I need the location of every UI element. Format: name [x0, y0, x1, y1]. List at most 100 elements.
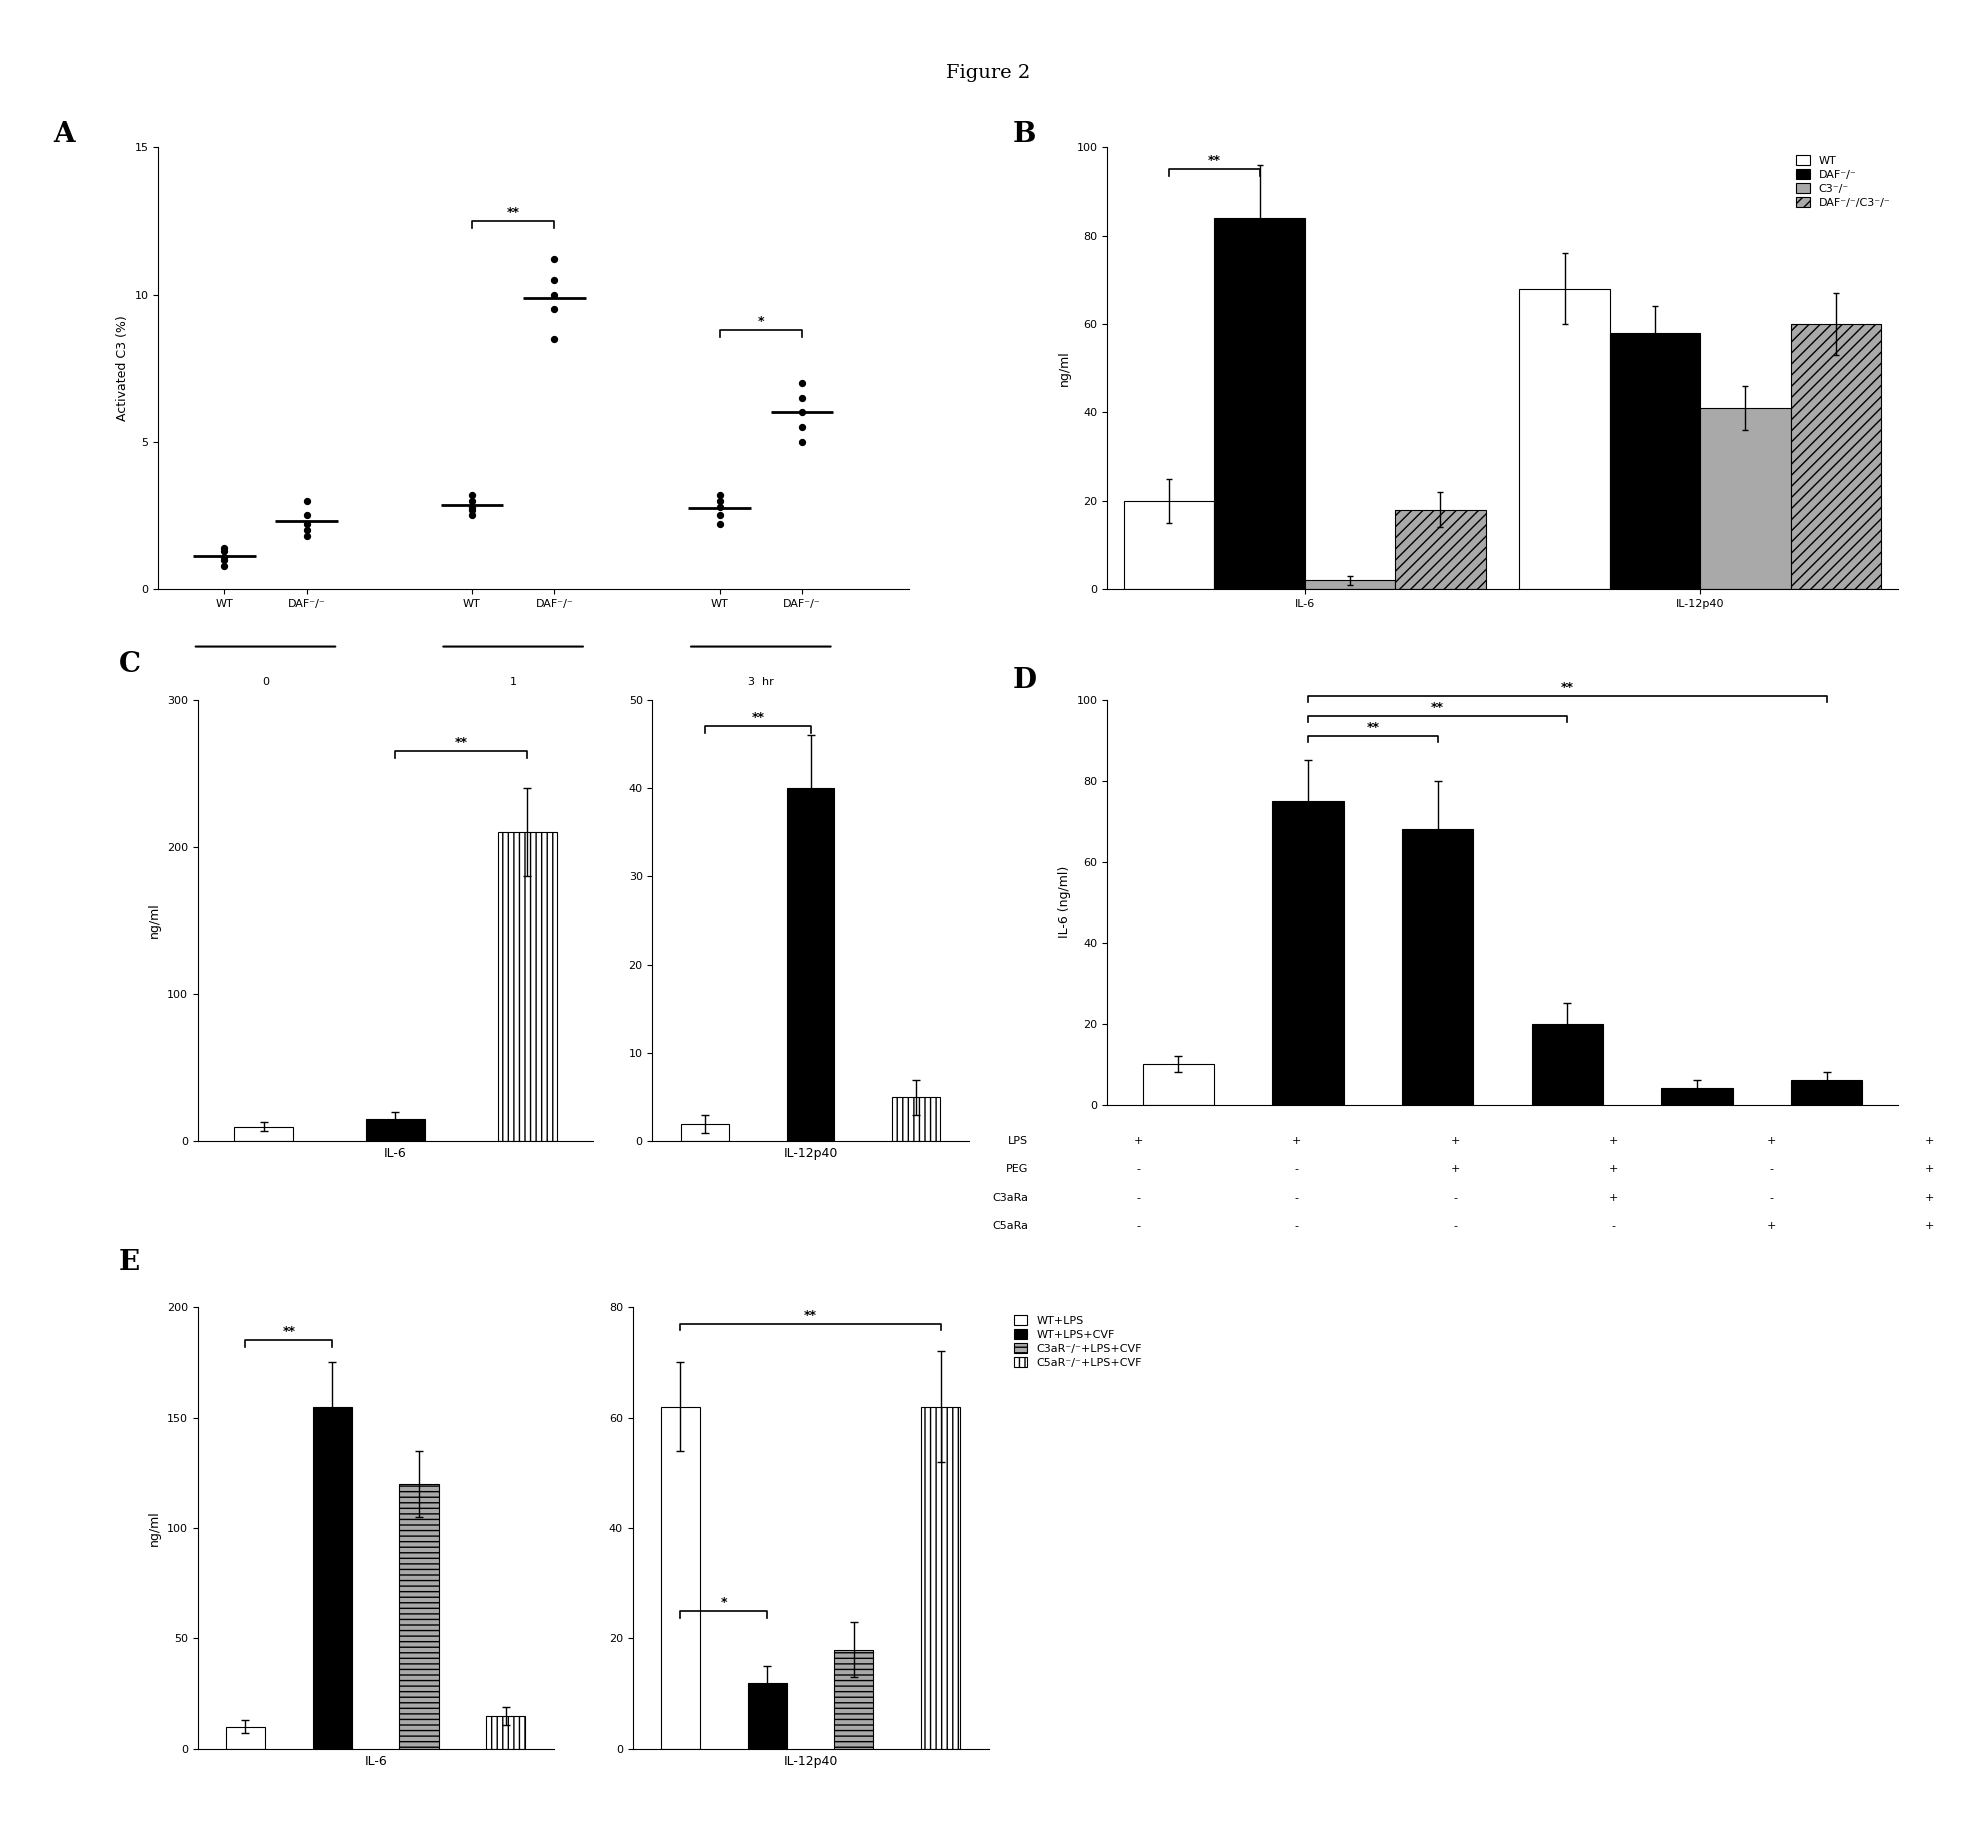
Point: [208, 550, 239, 580]
Text: +: +: [1135, 1136, 1143, 1147]
Point: [208, 534, 239, 563]
X-axis label: IL-12p40: IL-12p40: [783, 1147, 838, 1160]
Text: +: +: [1609, 1193, 1617, 1202]
Point: [208, 545, 239, 574]
Point: [704, 481, 735, 510]
X-axis label: IL-6: IL-6: [384, 1147, 407, 1160]
Bar: [1305, 580, 1396, 589]
Text: 3  hr: 3 hr: [747, 677, 773, 687]
Bar: [660, 1407, 700, 1749]
Bar: [366, 1119, 425, 1141]
Text: D: D: [1012, 666, 1036, 694]
Legend: WT, DAF⁻/⁻, C3⁻/⁻, DAF⁻/⁻/C3⁻/⁻: WT, DAF⁻/⁻, C3⁻/⁻, DAF⁻/⁻/C3⁻/⁻: [1793, 153, 1892, 210]
Text: **: **: [1208, 155, 1222, 168]
Text: -: -: [1295, 1164, 1299, 1175]
Text: -: -: [1611, 1221, 1615, 1232]
Bar: [682, 1123, 730, 1141]
Bar: [312, 1407, 352, 1749]
Text: +: +: [1926, 1193, 1934, 1202]
Point: [538, 295, 569, 324]
Bar: [1661, 1088, 1732, 1105]
Bar: [1214, 217, 1305, 589]
Text: **: **: [751, 711, 765, 724]
Text: **: **: [1366, 722, 1380, 735]
Point: [538, 280, 569, 309]
Text: C5aRa: C5aRa: [992, 1221, 1028, 1232]
Text: B: B: [1012, 122, 1036, 147]
Text: *: *: [757, 315, 763, 328]
Text: +: +: [1926, 1136, 1934, 1147]
Bar: [1791, 1081, 1862, 1105]
Y-axis label: ng/ml: ng/ml: [148, 902, 162, 939]
Text: -: -: [1137, 1164, 1141, 1175]
Bar: [921, 1407, 961, 1749]
Text: Figure 2: Figure 2: [947, 64, 1030, 83]
Text: *: *: [720, 1596, 728, 1609]
Bar: [233, 1127, 293, 1141]
Text: **: **: [283, 1326, 295, 1338]
Text: **: **: [506, 206, 520, 219]
Bar: [834, 1650, 874, 1749]
Text: -: -: [1295, 1221, 1299, 1232]
Bar: [787, 788, 834, 1141]
Text: **: **: [1431, 701, 1445, 714]
Bar: [1273, 801, 1344, 1105]
Point: [704, 486, 735, 515]
Text: LPS: LPS: [1008, 1136, 1028, 1147]
X-axis label: IL-12p40: IL-12p40: [783, 1754, 838, 1767]
Text: **: **: [1560, 681, 1574, 694]
Point: [787, 398, 818, 427]
Point: [457, 486, 488, 515]
Text: +: +: [1609, 1164, 1617, 1175]
Point: [704, 510, 735, 539]
Bar: [498, 832, 558, 1141]
Point: [291, 486, 322, 515]
Bar: [1396, 510, 1485, 589]
Text: -: -: [1769, 1193, 1773, 1202]
Point: [787, 383, 818, 412]
Point: [457, 492, 488, 521]
Point: [291, 510, 322, 539]
Text: -: -: [1453, 1193, 1457, 1202]
Bar: [1520, 289, 1609, 589]
Text: C3aRa: C3aRa: [992, 1193, 1028, 1202]
Bar: [1791, 324, 1880, 589]
Y-axis label: ng/ml: ng/ml: [148, 1510, 162, 1546]
Text: -: -: [1769, 1164, 1773, 1175]
Bar: [747, 1683, 787, 1749]
Point: [291, 521, 322, 550]
Point: [291, 515, 322, 545]
Point: [538, 245, 569, 274]
Text: PEG: PEG: [1006, 1164, 1028, 1175]
Point: [291, 501, 322, 530]
Bar: [1125, 501, 1214, 589]
Point: [704, 492, 735, 521]
Bar: [225, 1727, 265, 1749]
Bar: [892, 1097, 939, 1141]
Text: +: +: [1926, 1164, 1934, 1175]
Text: -: -: [1137, 1193, 1141, 1202]
Text: C: C: [119, 652, 140, 677]
Bar: [1532, 1024, 1603, 1105]
Text: E: E: [119, 1250, 140, 1276]
Text: A: A: [53, 122, 75, 147]
Text: -: -: [1137, 1221, 1141, 1232]
Bar: [1609, 333, 1700, 589]
Point: [457, 495, 488, 525]
Point: [787, 368, 818, 398]
Text: -: -: [1295, 1193, 1299, 1202]
Text: +: +: [1609, 1136, 1617, 1147]
Point: [457, 481, 488, 510]
Bar: [1143, 1064, 1214, 1105]
Y-axis label: ng/ml: ng/ml: [1058, 350, 1072, 387]
Text: -: -: [1453, 1221, 1457, 1232]
Text: 1: 1: [510, 677, 516, 687]
Point: [787, 412, 818, 442]
Y-axis label: IL-6 (ng/ml): IL-6 (ng/ml): [1058, 865, 1072, 939]
Text: **: **: [455, 736, 469, 749]
Point: [538, 265, 569, 295]
Text: +: +: [1293, 1136, 1301, 1147]
Text: **: **: [805, 1309, 817, 1322]
Bar: [1700, 409, 1791, 589]
Text: 0: 0: [263, 677, 269, 687]
